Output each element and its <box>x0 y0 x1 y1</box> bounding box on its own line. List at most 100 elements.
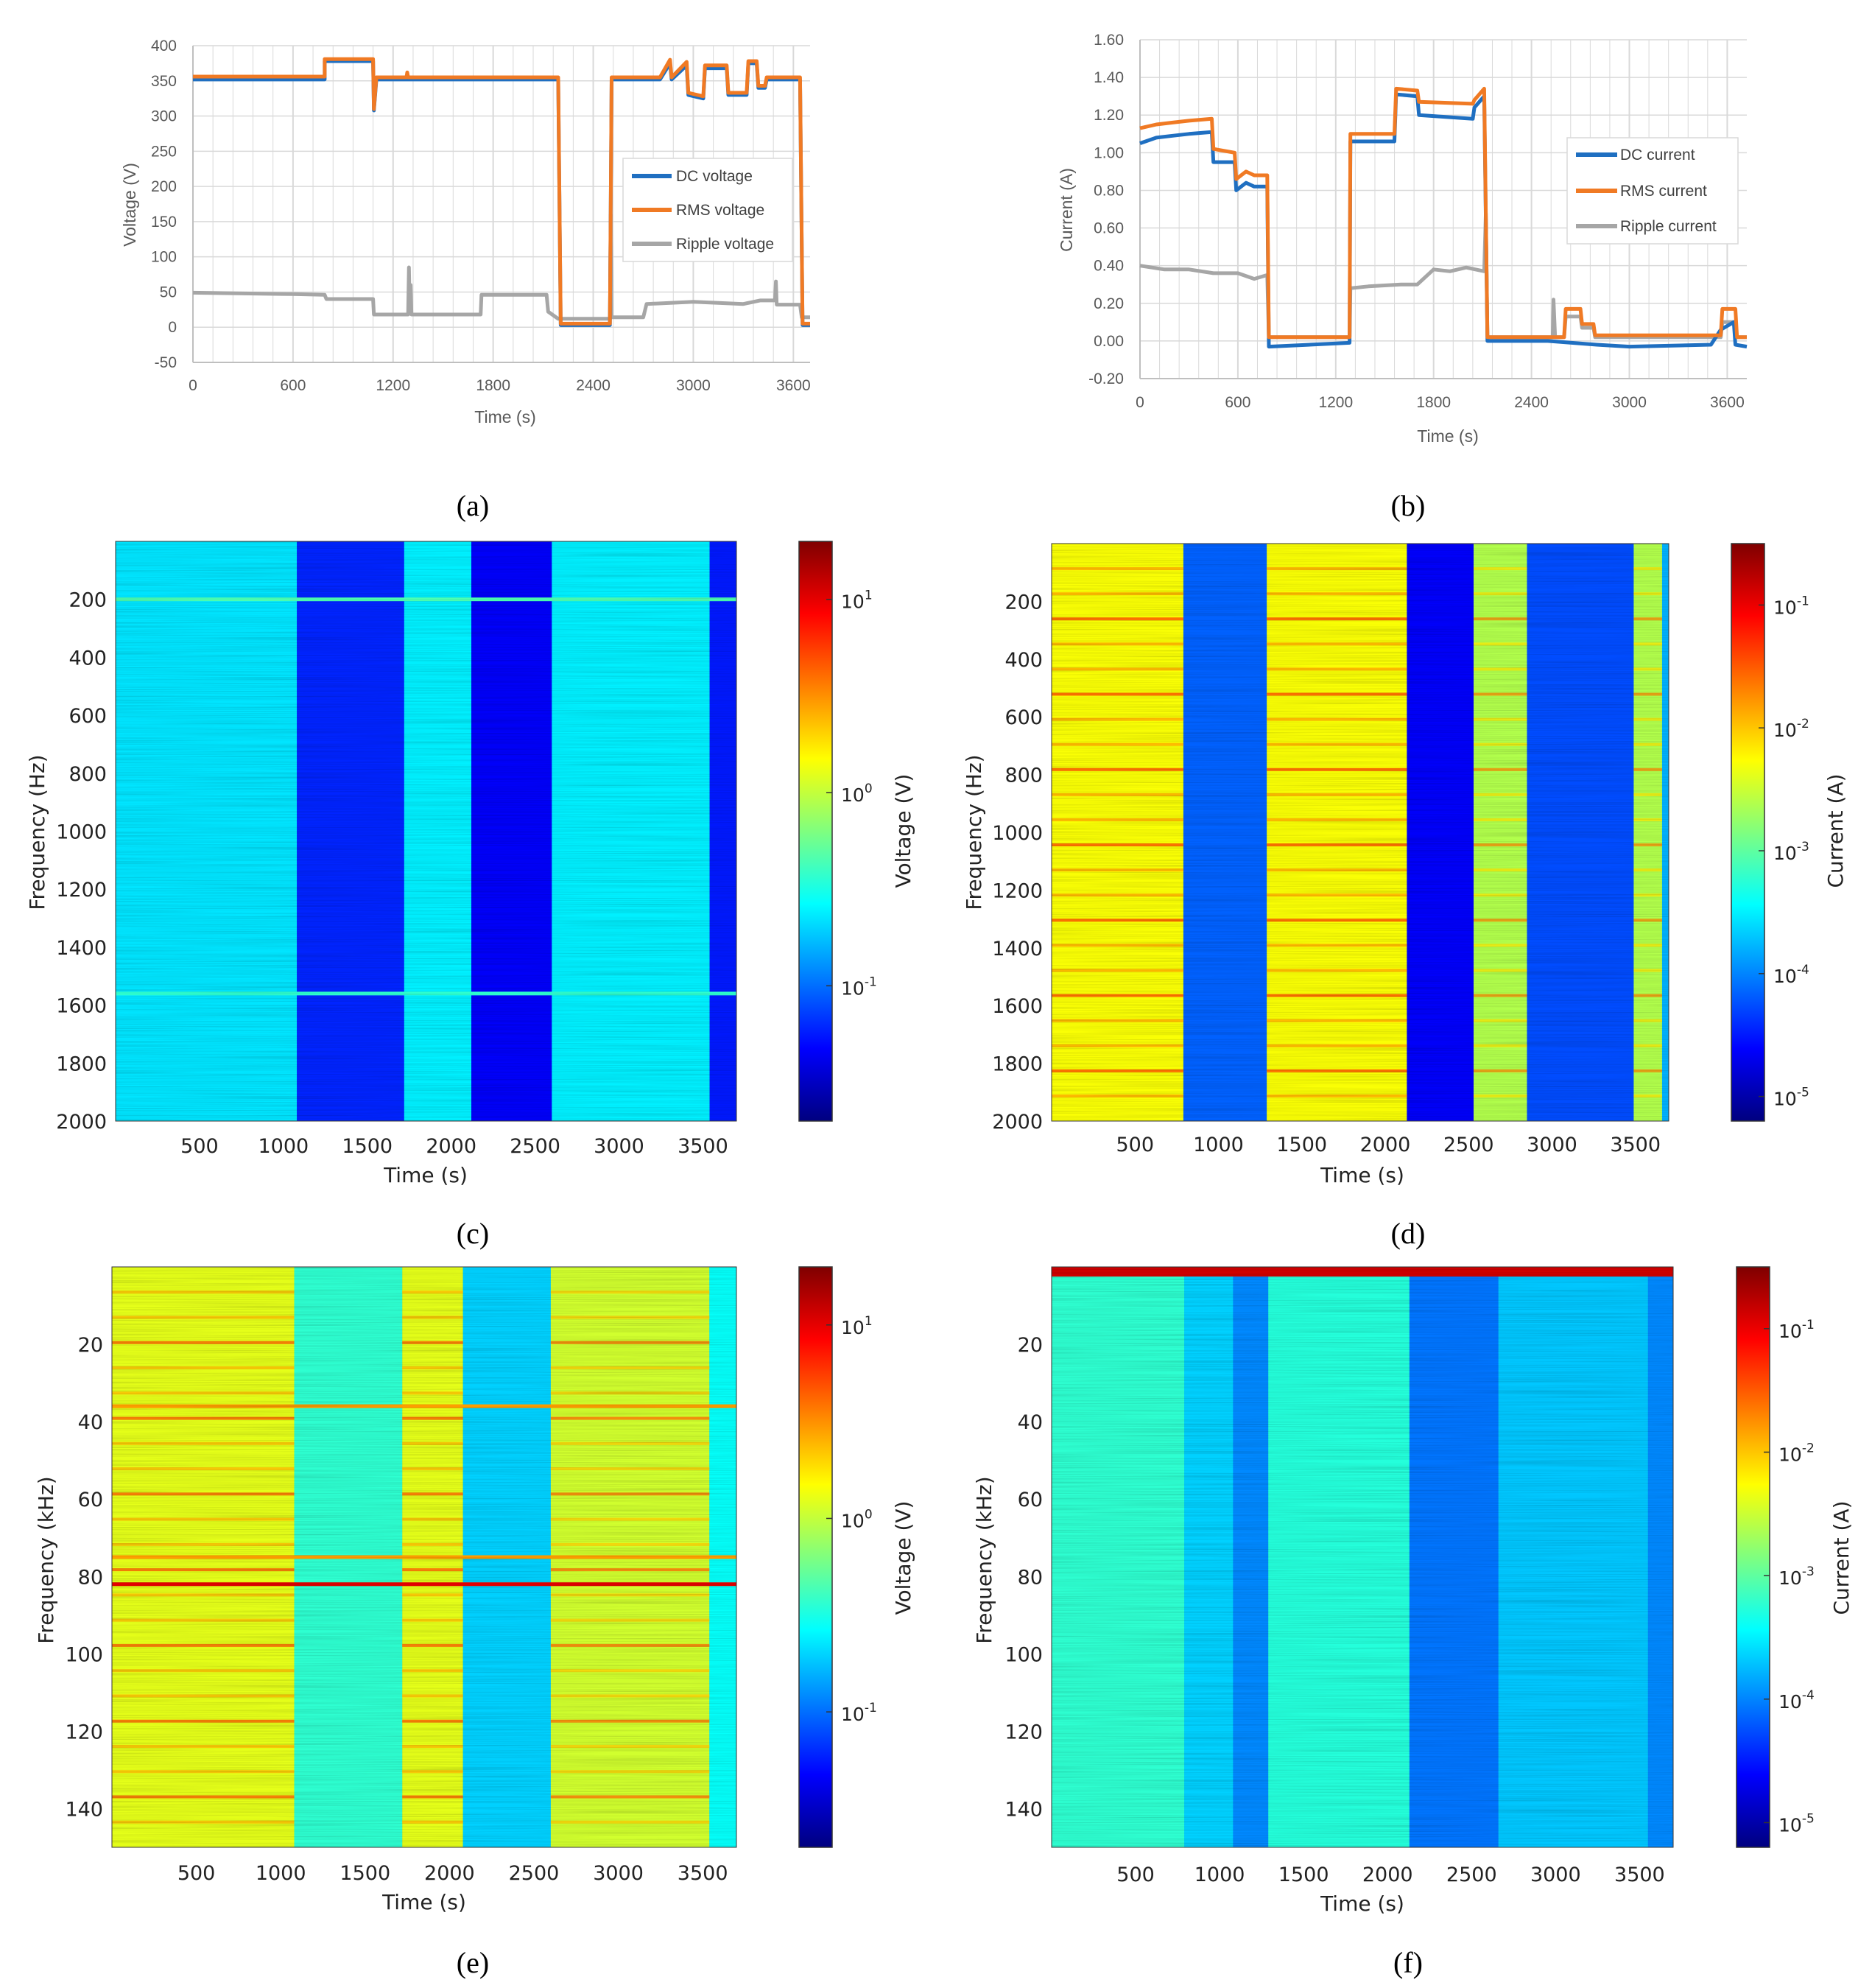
x-tick-label: 3600 <box>1710 394 1745 411</box>
colorbar-tick-label: 10-1 <box>1773 594 1809 618</box>
chart-c-ylabel: Frequency (Hz) <box>25 754 49 910</box>
x-tick-label: 2500 <box>510 1135 560 1158</box>
colorbar-gradient <box>798 541 833 1122</box>
x-tick-label: 3000 <box>1530 1864 1581 1886</box>
y-tick-label: 200 <box>1004 591 1043 614</box>
y-tick-label: 0.60 <box>1094 220 1124 237</box>
y-tick-label: 100 <box>151 249 177 266</box>
panel-label-f: (f) <box>1393 1946 1423 1979</box>
chart-a-xlabel: Time (s) <box>474 407 535 426</box>
x-tick-label: 1000 <box>256 1862 306 1885</box>
y-tick-label: 60 <box>78 1489 103 1511</box>
chart-c-colorbar-label: Voltage (V) <box>891 774 915 888</box>
chart-f-colorbar: 10-1 10-2 10-3 10-4 10-5 <box>1736 1266 1815 1848</box>
y-tick-label: 20 <box>1018 1334 1043 1357</box>
chart-d-colorbar: 10-1 10-2 10-3 10-4 10-5 <box>1731 543 1809 1122</box>
x-tick-label: 500 <box>177 1862 216 1885</box>
x-tick-label: 1200 <box>376 377 410 394</box>
x-tick-label: 500 <box>180 1135 219 1158</box>
y-tick-label: 140 <box>65 1798 103 1821</box>
colorbar-gradient <box>1731 543 1765 1122</box>
panel-label-e: (e) <box>457 1946 489 1979</box>
x-tick-label: 2400 <box>576 377 610 394</box>
y-tick-label: 350 <box>151 73 177 90</box>
colorbar-tick-label: 10-4 <box>1778 1688 1815 1713</box>
chart-f-plot-area <box>1051 1266 1674 1848</box>
colorbar-gradient <box>1736 1266 1770 1848</box>
y-tick-label: 800 <box>68 763 107 786</box>
colorbar-tick-label: 10-1 <box>841 1701 877 1725</box>
y-tick-label: 1000 <box>56 821 107 844</box>
colorbar-tick-label: 100 <box>841 781 873 806</box>
chart-a-axes <box>192 46 810 363</box>
y-tick-label: 60 <box>1018 1489 1043 1511</box>
x-tick-label: 1800 <box>1416 394 1451 411</box>
x-tick-label: 2400 <box>1514 394 1549 411</box>
legend-label-dc-voltage: DC voltage <box>676 168 753 185</box>
y-tick-label: 1200 <box>56 879 107 902</box>
y-tick-label: 1.40 <box>1094 69 1124 86</box>
chart-b-current-timeseries: -0.20 0.00 0.20 0.40 0.60 0.80 1.00 1.20 1.40 1.6… <box>1057 32 1748 446</box>
x-tick-label: 2000 <box>424 1862 475 1885</box>
y-tick-label: 300 <box>151 108 177 125</box>
y-tick-label: 1400 <box>56 937 107 960</box>
chart-e-plot-area <box>111 1266 737 1848</box>
y-tick-label: -0.20 <box>1088 370 1124 387</box>
y-tick-label: 800 <box>1004 765 1043 787</box>
chart-d-tick-labels: 500 1000 1500 2000 2500 3000 3500 200 400 600 800 1… <box>992 591 1661 1156</box>
heatmap-noise-texture <box>1052 544 1669 1121</box>
chart-b-xlabel: Time (s) <box>1417 426 1478 446</box>
x-tick-label: 500 <box>1116 1134 1154 1156</box>
colorbar-tick-label: 10-2 <box>1778 1441 1815 1465</box>
chart-e-ylabel: Frequency (kHz) <box>34 1476 58 1643</box>
y-tick-label: 40 <box>78 1411 103 1434</box>
x-tick-label: 0 <box>189 377 197 394</box>
chart-d-ylabel: Frequency (Hz) <box>962 754 986 910</box>
colorbar-tick-label: 10-2 <box>1773 717 1809 741</box>
y-tick-label: 1800 <box>56 1053 107 1075</box>
legend-label-ripple-current: Ripple current <box>1620 218 1717 235</box>
x-tick-label: 1500 <box>1276 1134 1327 1156</box>
panel-label-b: (b) <box>1391 489 1426 522</box>
x-tick-label: 3000 <box>593 1862 644 1885</box>
y-tick-label: 80 <box>78 1566 103 1589</box>
chart-e-voltage-spectrogram-high: 500 1000 1500 2000 2500 3000 3500 20 40 60 80 100 12… <box>34 1266 915 1914</box>
y-tick-label: 1200 <box>992 879 1043 902</box>
y-tick-label: 2000 <box>56 1111 107 1134</box>
x-tick-label: 1500 <box>1278 1864 1329 1886</box>
x-tick-label: 2500 <box>1443 1134 1494 1156</box>
x-tick-label: 3000 <box>1612 394 1647 411</box>
x-tick-label: 2000 <box>1360 1134 1411 1156</box>
legend-label-rms-voltage: RMS voltage <box>676 202 764 219</box>
chart-f-colorbar-label: Current (A) <box>1829 1500 1854 1615</box>
colorbar-tick-label: 101 <box>841 589 873 613</box>
y-tick-label: 400 <box>1004 649 1043 672</box>
y-tick-label: 1.60 <box>1094 32 1124 49</box>
panel-label-c: (c) <box>457 1217 489 1250</box>
x-tick-label: 1000 <box>258 1135 309 1158</box>
x-tick-label: 3000 <box>1527 1134 1577 1156</box>
chart-d-plot-area <box>1051 543 1669 1122</box>
y-tick-label: 600 <box>68 705 107 728</box>
chart-c-xlabel: Time (s) <box>383 1163 468 1187</box>
colorbar-tick-label: 10-5 <box>1778 1811 1815 1836</box>
y-tick-label: 20 <box>78 1334 103 1357</box>
chart-d-current-spectrogram-low: 500 1000 1500 2000 2500 3000 3500 200 400 600 800 1… <box>962 543 1848 1187</box>
chart-e-xlabel: Time (s) <box>381 1890 466 1914</box>
chart-c-colorbar: 101 100 10-1 <box>798 541 877 1122</box>
series-line-rms <box>193 57 810 326</box>
colorbar-tick-label: 10-1 <box>841 974 877 999</box>
x-tick-label: 600 <box>280 377 306 394</box>
y-tick-label: 600 <box>1004 706 1043 729</box>
y-tick-label: 1000 <box>992 822 1043 845</box>
y-tick-label: 1800 <box>992 1053 1043 1076</box>
heatmap-frame <box>1051 1266 1674 1848</box>
x-tick-label: 3500 <box>1614 1864 1665 1886</box>
x-tick-label: 3000 <box>594 1135 644 1158</box>
heatmap-frame <box>111 1266 737 1848</box>
y-tick-label: 120 <box>65 1721 103 1743</box>
heatmap-noise-texture <box>116 541 736 1121</box>
colorbar-tick-label: 10-1 <box>1778 1318 1815 1342</box>
chart-a-legend: DC voltage RMS voltage Ripple voltage <box>622 158 793 262</box>
chart-c-tick-labels: 500 1000 1500 2000 2500 3000 3500 200 400 600 800 1… <box>56 589 728 1158</box>
